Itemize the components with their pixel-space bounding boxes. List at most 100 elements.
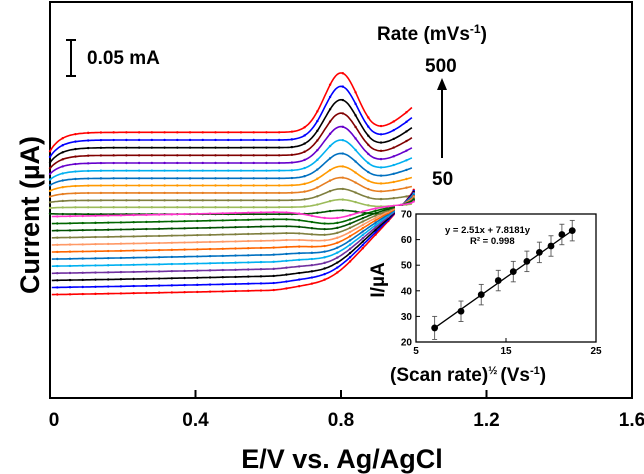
cv-point <box>125 131 128 134</box>
cv-point <box>157 291 161 294</box>
cv-point <box>74 140 77 143</box>
cv-point <box>201 131 204 134</box>
cv-point <box>48 189 52 193</box>
cv-point <box>348 256 352 259</box>
cv-point <box>328 144 332 148</box>
cv-point <box>170 284 174 287</box>
cv-point <box>56 250 59 254</box>
cv-point <box>379 190 383 193</box>
cv-point <box>285 218 288 221</box>
cv-point <box>170 291 174 294</box>
cv-point <box>107 242 110 246</box>
cv-point <box>119 263 123 267</box>
cv-point <box>234 261 237 264</box>
cv-point <box>239 177 243 180</box>
cv-point <box>125 154 128 157</box>
cv-point <box>132 228 135 231</box>
cv-point <box>367 187 370 191</box>
cv-point <box>374 216 377 220</box>
cv-point <box>214 206 217 209</box>
inset-y-tick-label: 50 <box>401 261 413 272</box>
cv-point <box>176 177 179 180</box>
inset-x-label: (Scan rate)½ (Vs-1) <box>390 365 546 386</box>
cv-point <box>259 275 263 278</box>
cv-point <box>112 154 115 157</box>
cv-point <box>265 206 268 209</box>
cv-point <box>145 277 148 280</box>
cv-point <box>336 216 339 220</box>
cv-point <box>316 148 319 152</box>
cv-point <box>297 225 301 229</box>
cv-point <box>221 276 224 279</box>
cv-point <box>214 191 217 195</box>
cv-point <box>297 219 301 222</box>
cv-point <box>323 278 326 281</box>
cv-point <box>94 257 97 260</box>
cv-point <box>188 184 192 187</box>
cv-reduction-branch <box>51 193 415 267</box>
cv-point <box>94 228 97 232</box>
cv-point <box>277 146 281 149</box>
cv-point <box>99 169 103 172</box>
cv-point <box>201 184 204 187</box>
cv-point <box>183 220 186 223</box>
cv-point <box>239 161 243 165</box>
cv-point <box>316 203 319 206</box>
cv-point <box>259 211 263 214</box>
cv-point <box>81 264 84 267</box>
cv-point <box>336 241 339 244</box>
cv-point <box>176 169 179 172</box>
cv-point <box>354 137 357 140</box>
cv-point <box>323 222 326 225</box>
cv-point <box>234 268 237 272</box>
cv-point <box>316 168 319 171</box>
cv-point <box>290 153 294 157</box>
cv-point <box>361 213 365 217</box>
cv-point <box>290 176 294 180</box>
cv-point <box>303 134 306 137</box>
cv-point <box>183 291 186 294</box>
cv-point <box>290 191 294 194</box>
cv-point <box>259 239 263 243</box>
cv-point <box>125 184 128 187</box>
cv-point <box>201 161 204 165</box>
cv-point <box>379 133 383 136</box>
cv-point <box>208 290 212 293</box>
main-x-tick-label: 0.8 <box>328 410 354 431</box>
cv-point <box>361 216 365 220</box>
cv-point <box>328 120 332 123</box>
cv-point <box>196 219 199 223</box>
cv-point <box>157 248 161 252</box>
cv-point <box>86 191 90 195</box>
cv-point <box>176 161 179 165</box>
cv-point <box>227 199 230 202</box>
cv-point <box>107 264 110 267</box>
cv-point <box>277 169 281 172</box>
cv-point <box>56 229 59 232</box>
cv-point <box>341 165 345 168</box>
cv-point <box>374 219 377 222</box>
cv-point <box>196 255 199 258</box>
cv-point <box>310 239 314 242</box>
cv-point <box>265 146 268 149</box>
cv-point <box>74 170 77 173</box>
cv-point <box>176 138 179 142</box>
cv-point <box>227 184 230 187</box>
cv-point <box>234 233 237 236</box>
cv-point <box>303 198 306 201</box>
cv-point <box>145 220 148 224</box>
cv-point <box>61 179 64 182</box>
inset-data-point <box>547 242 555 250</box>
cv-point <box>163 177 166 180</box>
rate-legend-title: Rate (mVs-1) <box>377 22 487 45</box>
cv-point <box>361 220 365 223</box>
cv-point <box>188 191 192 195</box>
cv-oxidation-branch <box>49 112 413 169</box>
cv-point <box>310 276 314 279</box>
cv-point <box>247 232 250 236</box>
cv-point <box>81 228 84 232</box>
cv-point <box>94 278 97 281</box>
cv-point <box>405 168 408 172</box>
cv-point <box>348 226 352 230</box>
cv-point <box>112 184 115 187</box>
